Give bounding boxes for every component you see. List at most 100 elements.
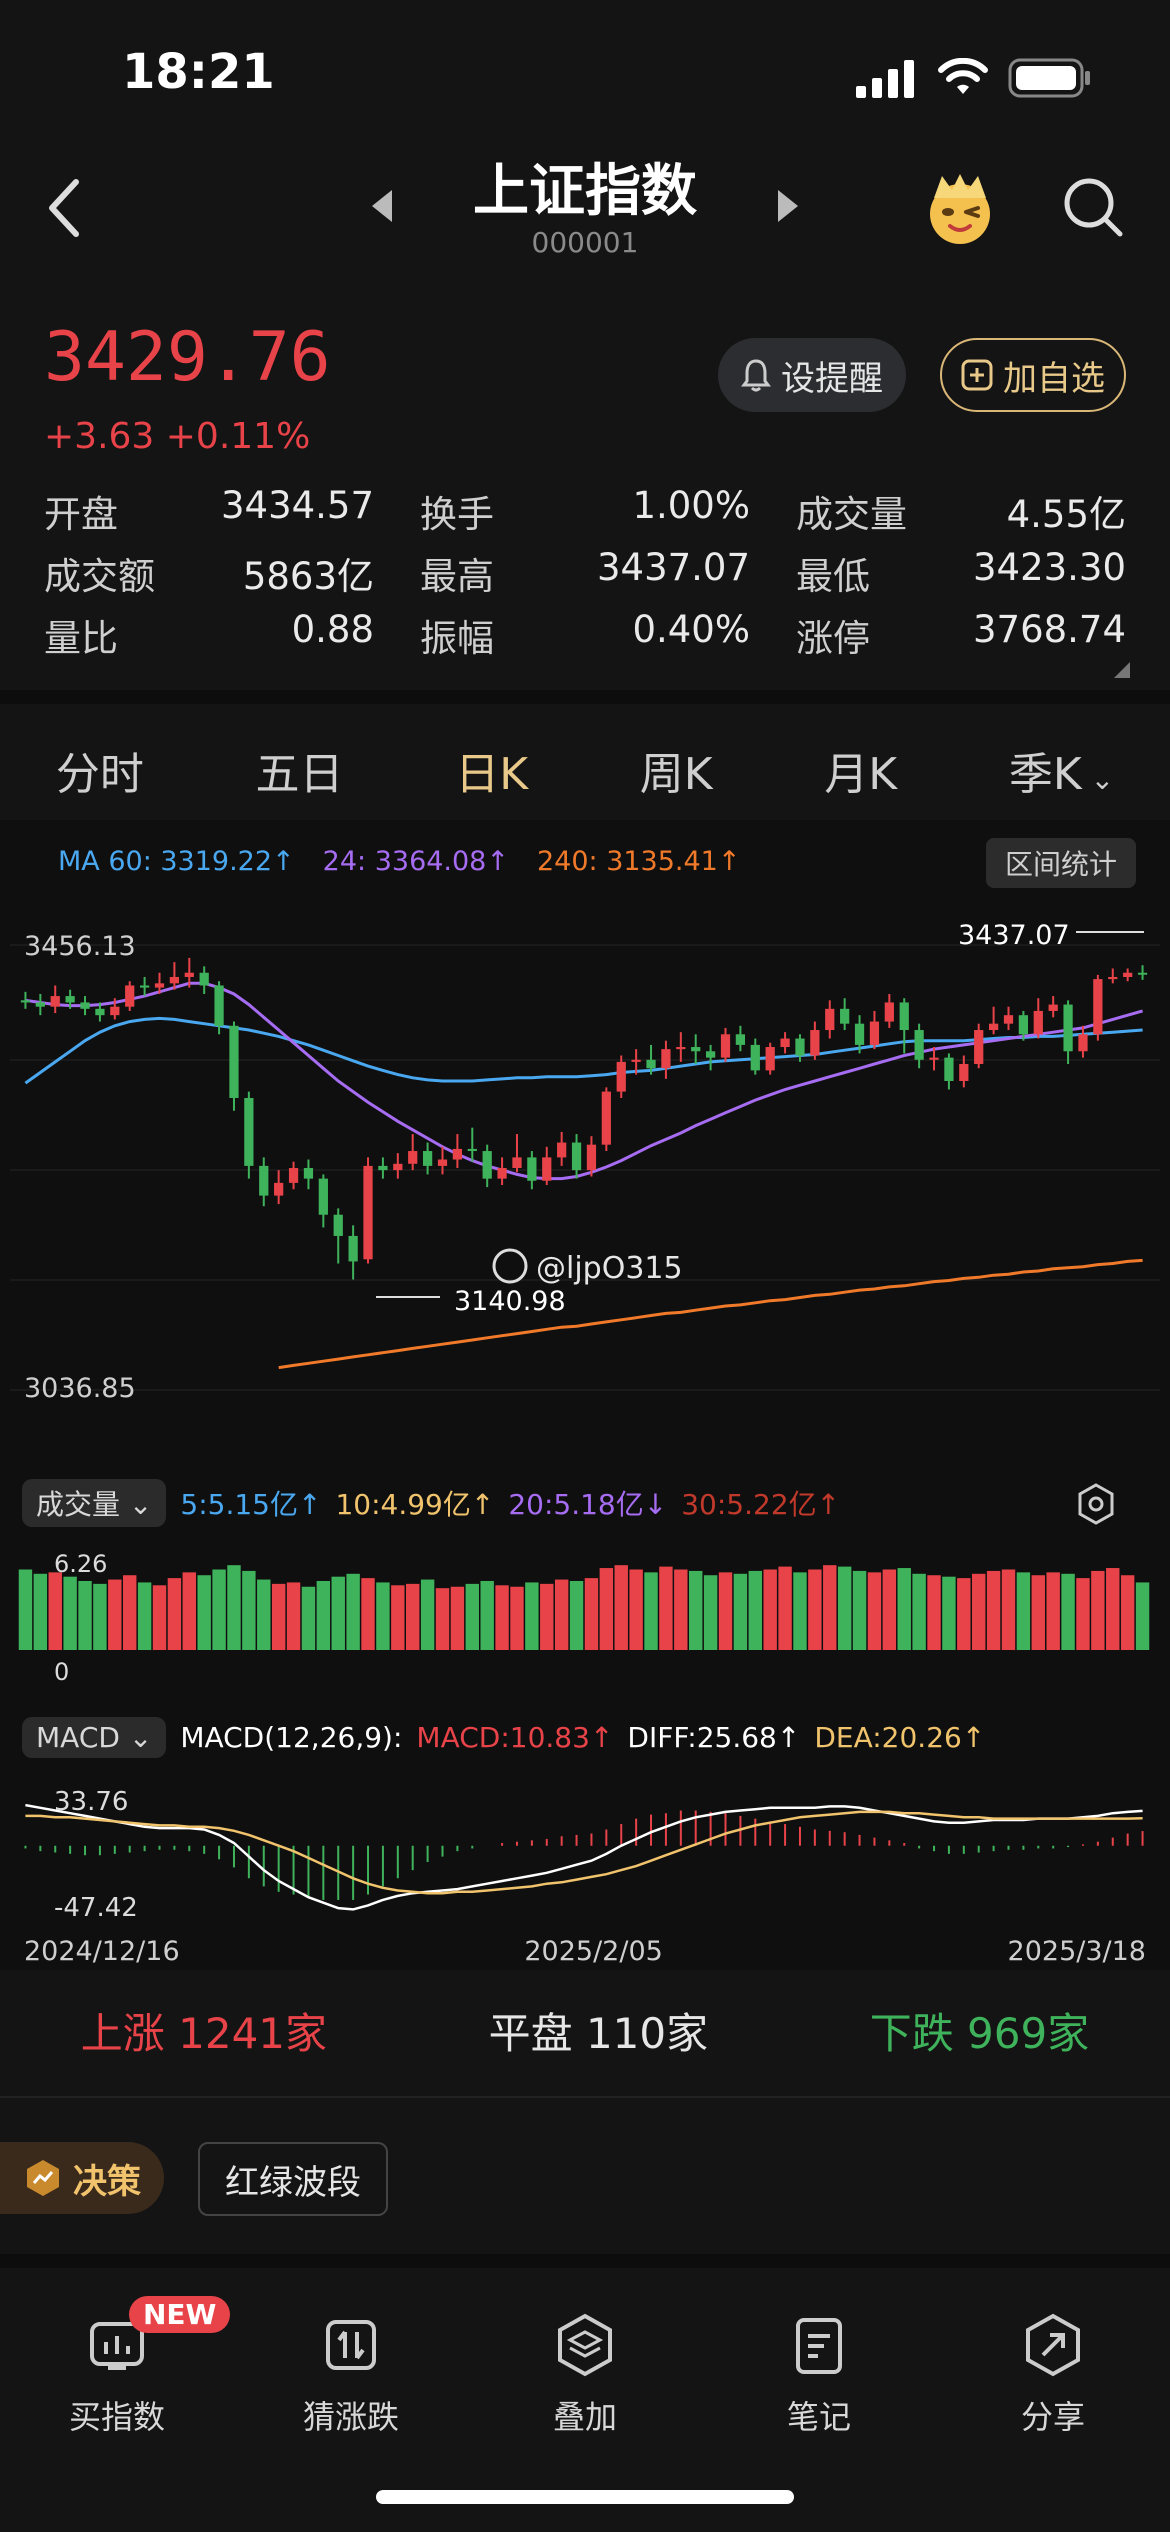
section-divider [0,690,1170,704]
candle-body [274,1182,284,1196]
ma240-legend: 240: 3135.41↑ [536,846,741,877]
share-button[interactable]: 分享 [953,2270,1153,2450]
prev-index-icon[interactable] [370,188,394,224]
stats-row: 量比 0.88 振幅 0.40% 涨停 3768.74 [44,608,1126,660]
stat-value: 0.88 [291,608,374,651]
candle-body [646,1059,656,1069]
volume-bar [599,1568,614,1650]
date-mid: 2025/2/05 [524,1936,663,1967]
dea-value: DEA:20.26↑ [814,1720,986,1754]
stat-label: 换手 [420,493,494,536]
guess-label: 猜涨跌 [302,2398,399,2436]
add-watchlist-button[interactable]: 加自选 [940,338,1126,412]
tab-period[interactable]: 五日 [246,738,354,802]
stat-label: 振幅 [420,617,494,660]
volume-bar [420,1579,435,1650]
candle-body [184,972,194,977]
section-divider [0,2096,1170,2098]
guess-rise-fall-button[interactable]: 猜涨跌 [251,2270,451,2450]
candle-body [1048,1004,1058,1011]
volume-bar [793,1572,807,1650]
volume-bar [972,1573,986,1650]
volume-bar [525,1582,539,1650]
candle-body [586,1144,597,1171]
mascot-icon[interactable] [920,168,1000,248]
macd-axis-bottom: -47.42 [54,1893,138,1923]
candle-body [571,1142,582,1171]
chevron-down-icon: ⌄ [1081,763,1115,796]
tab-period[interactable]: 月K [814,738,907,802]
candle-body [50,996,60,1007]
volume-bar [33,1573,48,1650]
volume-bar [689,1570,703,1650]
range-stats-button[interactable]: 区间统计 [986,838,1136,888]
wifi-icon [938,58,988,94]
set-alert-label: 设提醒 [781,358,883,399]
volume-bar [986,1570,1001,1650]
high-price-label: 3437.07 [958,920,1070,951]
overlay-button[interactable]: 叠加 [485,2270,685,2450]
volume-bar [584,1578,599,1650]
bottom-toolbar: 买指数 NEW 猜涨跌 叠加 笔记 分享 [0,2270,1170,2450]
macd-indicator-selector[interactable]: MACD ⌄ [22,1716,167,1758]
tab-period[interactable]: 分时 [46,738,154,802]
volume-bar [242,1570,256,1650]
volume-bar [18,1569,33,1650]
candle-body [169,976,180,984]
volume-bar [554,1579,569,1650]
notes-button[interactable]: 笔记 [719,2270,919,2450]
stat-value: 3434.57 [220,484,374,527]
volume-bar [1061,1573,1075,1650]
vol-ma30: 30:5.22亿↑ [681,1488,841,1521]
indicator-settings-icon[interactable] [1074,1482,1118,1526]
kline-chart[interactable]: 3456.13 3036.85 3437.07 3140.98 @ljpO315… [0,900,1170,1940]
back-icon[interactable] [44,178,84,238]
volume-indicator-selector[interactable]: 成交量 ⌄ [22,1479,167,1527]
candle-body [199,972,209,986]
candle-body [65,996,75,1003]
tab-period[interactable]: 日K [445,738,538,828]
candle-body [333,1214,343,1236]
volume-bar [406,1583,420,1650]
tab-period[interactable]: 周K [630,738,723,802]
buy-index-label: 买指数 [68,2398,165,2436]
stat-item: 成交额 5863亿 [44,546,420,598]
add-box-icon [961,359,993,391]
volume-bar [1135,1582,1150,1650]
candle-body [1033,1010,1043,1035]
set-alert-button[interactable]: 设提醒 [718,338,906,412]
volume-axis-zero: 0 [54,1658,69,1686]
decision-button[interactable]: 决策 [0,2142,164,2214]
notes-label: 笔记 [786,2398,851,2436]
diff-value: DIFF:25.68↑ [627,1720,801,1754]
candle-body [80,1002,90,1009]
expand-corner-icon[interactable] [1114,662,1130,678]
period-tabs: 分时 五日 日K 周K 月K 季K ⌄ [0,720,1170,828]
candle-body [408,1151,418,1164]
buy-index-button[interactable]: 买指数 NEW [17,2270,231,2450]
ma60-line [24,1016,1143,1085]
red-green-wave-button[interactable]: 红绿波段 [198,2142,388,2216]
stat-label: 涨停 [796,617,870,660]
tab-period[interactable]: 季K ⌄ [999,738,1124,802]
market-breadth: 上涨 1241家 平盘 110家 下跌 969家 [0,1980,1170,2080]
unchanged-count: 平盘 110家 [488,2008,709,2058]
volume-bar [495,1585,509,1650]
date-axis: 2024/12/16 2025/2/05 2025/3/18 [24,1936,1146,1967]
volume-bar [659,1566,673,1650]
candle-body [229,1025,239,1098]
new-badge: NEW [129,2296,231,2333]
candle-body [259,1165,269,1196]
chart-panel[interactable] [0,820,1170,1970]
bell-icon [741,359,771,392]
candle-body [542,1157,552,1181]
search-icon[interactable] [1062,176,1124,238]
tab-label: 五日 [255,749,344,800]
volume-bar [286,1582,301,1650]
candle-body [288,1168,299,1183]
stat-value: 3437.07 [596,546,750,589]
volume-bar [733,1573,748,1650]
candle-body [705,1051,716,1058]
next-index-icon[interactable] [776,188,800,224]
volume-bar [480,1580,494,1650]
